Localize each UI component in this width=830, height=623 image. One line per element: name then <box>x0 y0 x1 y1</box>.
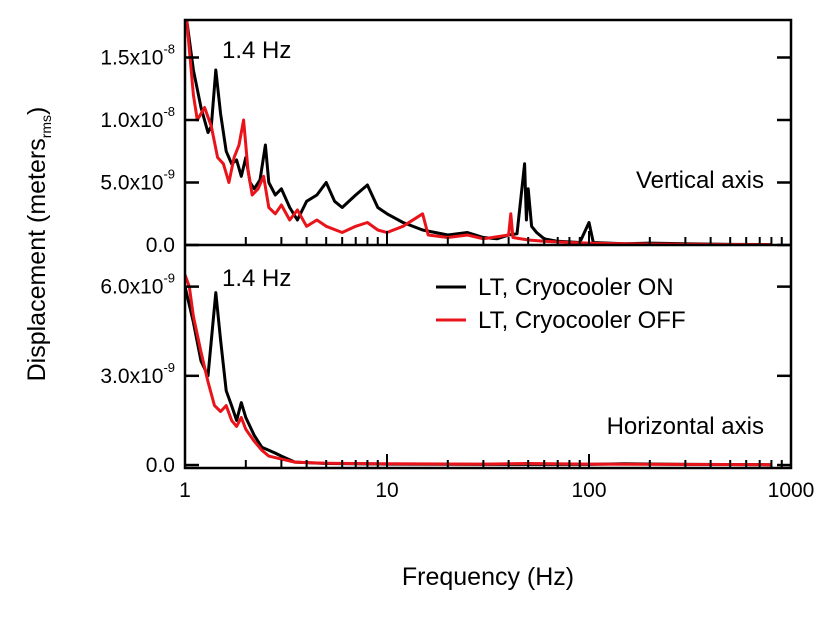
x-axis-ticks: 1 10 100 1000 <box>179 231 814 502</box>
vertical-peak-label: 1.4 Hz <box>222 37 291 64</box>
xtick-label: 10 <box>375 479 398 502</box>
vertical-series-cryocooler-on <box>185 20 772 245</box>
xtick-label: 1000 <box>768 479 815 502</box>
vertical-ytick-mantissa: 5.0x10 <box>100 172 163 195</box>
vertical-series-cryocooler-off <box>185 20 772 245</box>
panel-vertical: 0.05.0x10-91.0x10-81.5x10-8 1.4 Hz Verti… <box>100 20 791 257</box>
x-axis-title: Frequency (Hz) <box>402 563 574 591</box>
horizontal-axis-annotation: Horizontal axis <box>607 413 764 440</box>
panel-horizontal: 0.03.0x10-96.0x10-9 1.4 Hz Horizontal ax… <box>100 265 791 477</box>
y-axis-title: Displacement (metersrms) <box>23 107 54 382</box>
vertical-ytick-mantissa: 1.0x10 <box>100 109 163 132</box>
horizontal-ytick-label: 0.0 <box>146 454 175 477</box>
horizontal-ytick-mantissa: 3.0x10 <box>100 365 163 388</box>
vertical-axis-annotation: Vertical axis <box>636 167 764 194</box>
vertical-y-ticks: 0.05.0x10-91.0x10-81.5x10-8 <box>100 42 791 257</box>
y-axis-title-sub: rms <box>38 115 54 138</box>
vertical-series-group <box>185 20 772 245</box>
y-axis-title-close: ) <box>23 107 51 115</box>
y-axis-title-main: Displacement (meters <box>23 138 51 381</box>
horizontal-y-ticks: 0.03.0x10-96.0x10-9 <box>100 271 791 477</box>
vertical-ytick-label: 1.5x10-8 <box>100 42 175 70</box>
xtick-label: 1 <box>179 479 191 502</box>
vertical-ytick-label: 1.0x10-8 <box>100 104 175 132</box>
xtick-label: 100 <box>571 479 606 502</box>
horizontal-ytick-exponent: -9 <box>163 271 175 286</box>
vertical-ytick-label: 5.0x10-9 <box>100 167 175 195</box>
horizontal-ytick-mantissa: 6.0x10 <box>100 276 163 299</box>
horizontal-ytick-exponent: -9 <box>163 360 175 375</box>
legend-label-off: LT, Cryocooler OFF <box>478 307 686 334</box>
vertical-ytick-exponent: -9 <box>163 167 175 182</box>
legend: LT, Cryocooler ON LT, Cryocooler OFF <box>436 274 686 334</box>
horizontal-peak-label: 1.4 Hz <box>222 265 291 292</box>
vertical-ytick-mantissa: 1.5x10 <box>100 47 163 70</box>
vertical-ytick-exponent: -8 <box>163 42 175 57</box>
horizontal-ytick-label: 3.0x10-9 <box>100 360 175 388</box>
vertical-ytick-label: 0.0 <box>146 234 175 257</box>
horizontal-ytick-label: 6.0x10-9 <box>100 271 175 299</box>
vertical-ytick-exponent: -8 <box>163 104 175 119</box>
horizontal-ytick-mantissa: 0.0 <box>146 454 175 477</box>
vertical-ytick-mantissa: 0.0 <box>146 234 175 257</box>
legend-label-on: LT, Cryocooler ON <box>478 274 674 301</box>
